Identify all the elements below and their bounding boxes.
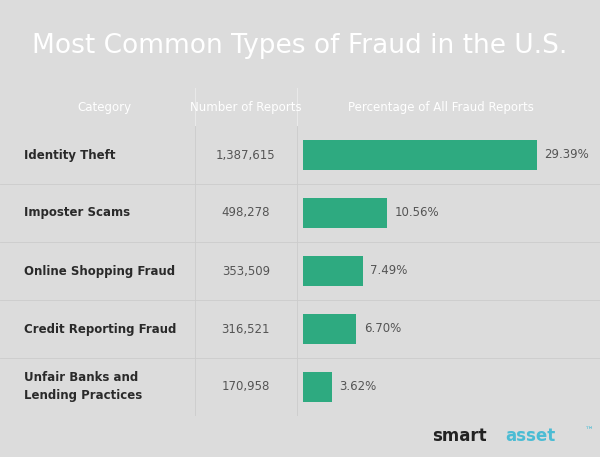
Text: asset: asset — [505, 427, 556, 445]
Text: Imposter Scams: Imposter Scams — [24, 207, 130, 219]
Text: Most Common Types of Fraud in the U.S.: Most Common Types of Fraud in the U.S. — [32, 33, 568, 59]
Text: 3.62%: 3.62% — [339, 381, 376, 393]
Text: smart: smart — [432, 427, 487, 445]
Text: 498,278: 498,278 — [221, 207, 270, 219]
Text: 29.39%: 29.39% — [544, 149, 589, 161]
Bar — [303, 372, 332, 402]
Text: 353,509: 353,509 — [222, 265, 270, 277]
Text: 1,387,615: 1,387,615 — [216, 149, 275, 161]
Text: 170,958: 170,958 — [221, 381, 270, 393]
Bar — [303, 314, 356, 344]
Text: 316,521: 316,521 — [221, 323, 270, 335]
Text: 10.56%: 10.56% — [394, 207, 439, 219]
Bar — [303, 140, 537, 170]
Text: 7.49%: 7.49% — [370, 265, 407, 277]
Text: Unfair Banks and
Lending Practices: Unfair Banks and Lending Practices — [24, 372, 142, 403]
Text: 6.70%: 6.70% — [364, 323, 401, 335]
Text: Online Shopping Fraud: Online Shopping Fraud — [24, 265, 175, 277]
Text: Identity Theft: Identity Theft — [24, 149, 115, 161]
Text: Percentage of All Fraud Reports: Percentage of All Fraud Reports — [348, 101, 534, 113]
Bar — [303, 256, 363, 286]
Bar — [303, 198, 387, 228]
Text: ™: ™ — [585, 426, 594, 435]
Text: Category: Category — [78, 101, 132, 113]
Text: Number of Reports: Number of Reports — [190, 101, 302, 113]
Text: Credit Reporting Fraud: Credit Reporting Fraud — [24, 323, 176, 335]
